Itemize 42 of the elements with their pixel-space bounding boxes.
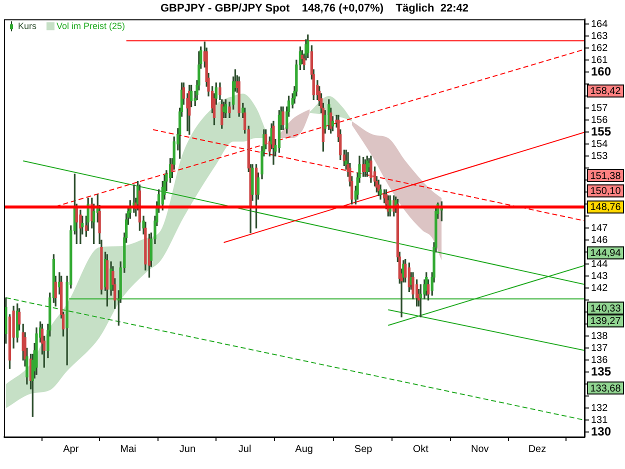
y-tick-label: 161 [591,54,608,66]
y-tick-label: 138 [591,330,608,342]
annotation: 150,10 [590,186,622,198]
y-tick-label: 144 [591,258,608,270]
legend-label: Kurs [18,21,38,32]
y-tick-label: 156 [591,114,608,126]
y-tick-label: 154 [591,138,608,150]
annotation: 144,94 [590,248,622,260]
x-tick-label: Nov [470,444,489,455]
x-tick-label: Apr [63,444,80,455]
y-tick-label: 132 [591,402,608,414]
annotation: 140,33 [590,303,622,314]
y-tick-label: 135 [591,364,612,378]
x-tick-label: Okt [412,444,429,455]
y-tick-label: 164 [591,18,608,30]
y-tick-label: 131 [591,414,608,426]
ref-line-label: 148,76 [590,202,622,214]
x-tick-label: Aug [295,444,313,455]
x-tick-label: Dez [528,444,546,455]
y-tick-label: 137 [591,342,608,354]
y-tick-label: 136 [591,354,608,366]
y-tick-label: 147 [591,222,608,234]
annotation: 133,68 [590,383,622,394]
chart-title: GBPJPY - GBP/JPY Spot 148,76 (+0,07%) Täglich 22:42 [160,2,469,15]
annotation: 158,42 [590,86,622,98]
y-tick-label: 143 [591,270,608,282]
x-tick-label: Sep [354,444,373,455]
legend-label: Vol im Preist (25) [56,21,126,32]
y-tick-label: 157 [591,102,608,114]
y-tick-label: 130 [591,424,612,439]
annotation: 151,38 [590,170,622,182]
x-tick-label: Mai [120,444,136,455]
y-tick-label: 146 [591,234,608,246]
y-tick-label: 142 [591,282,608,294]
y-tick-label: 155 [591,124,612,138]
x-tick-label: Jul [238,444,252,455]
y-tick-label: 162 [591,42,608,54]
x-tick-label: Jun [179,444,196,455]
annotation: 139,27 [590,316,622,328]
y-tick-label: 163 [591,30,608,42]
y-tick-label: 153 [591,150,608,162]
y-tick-label: 160 [591,64,612,78]
